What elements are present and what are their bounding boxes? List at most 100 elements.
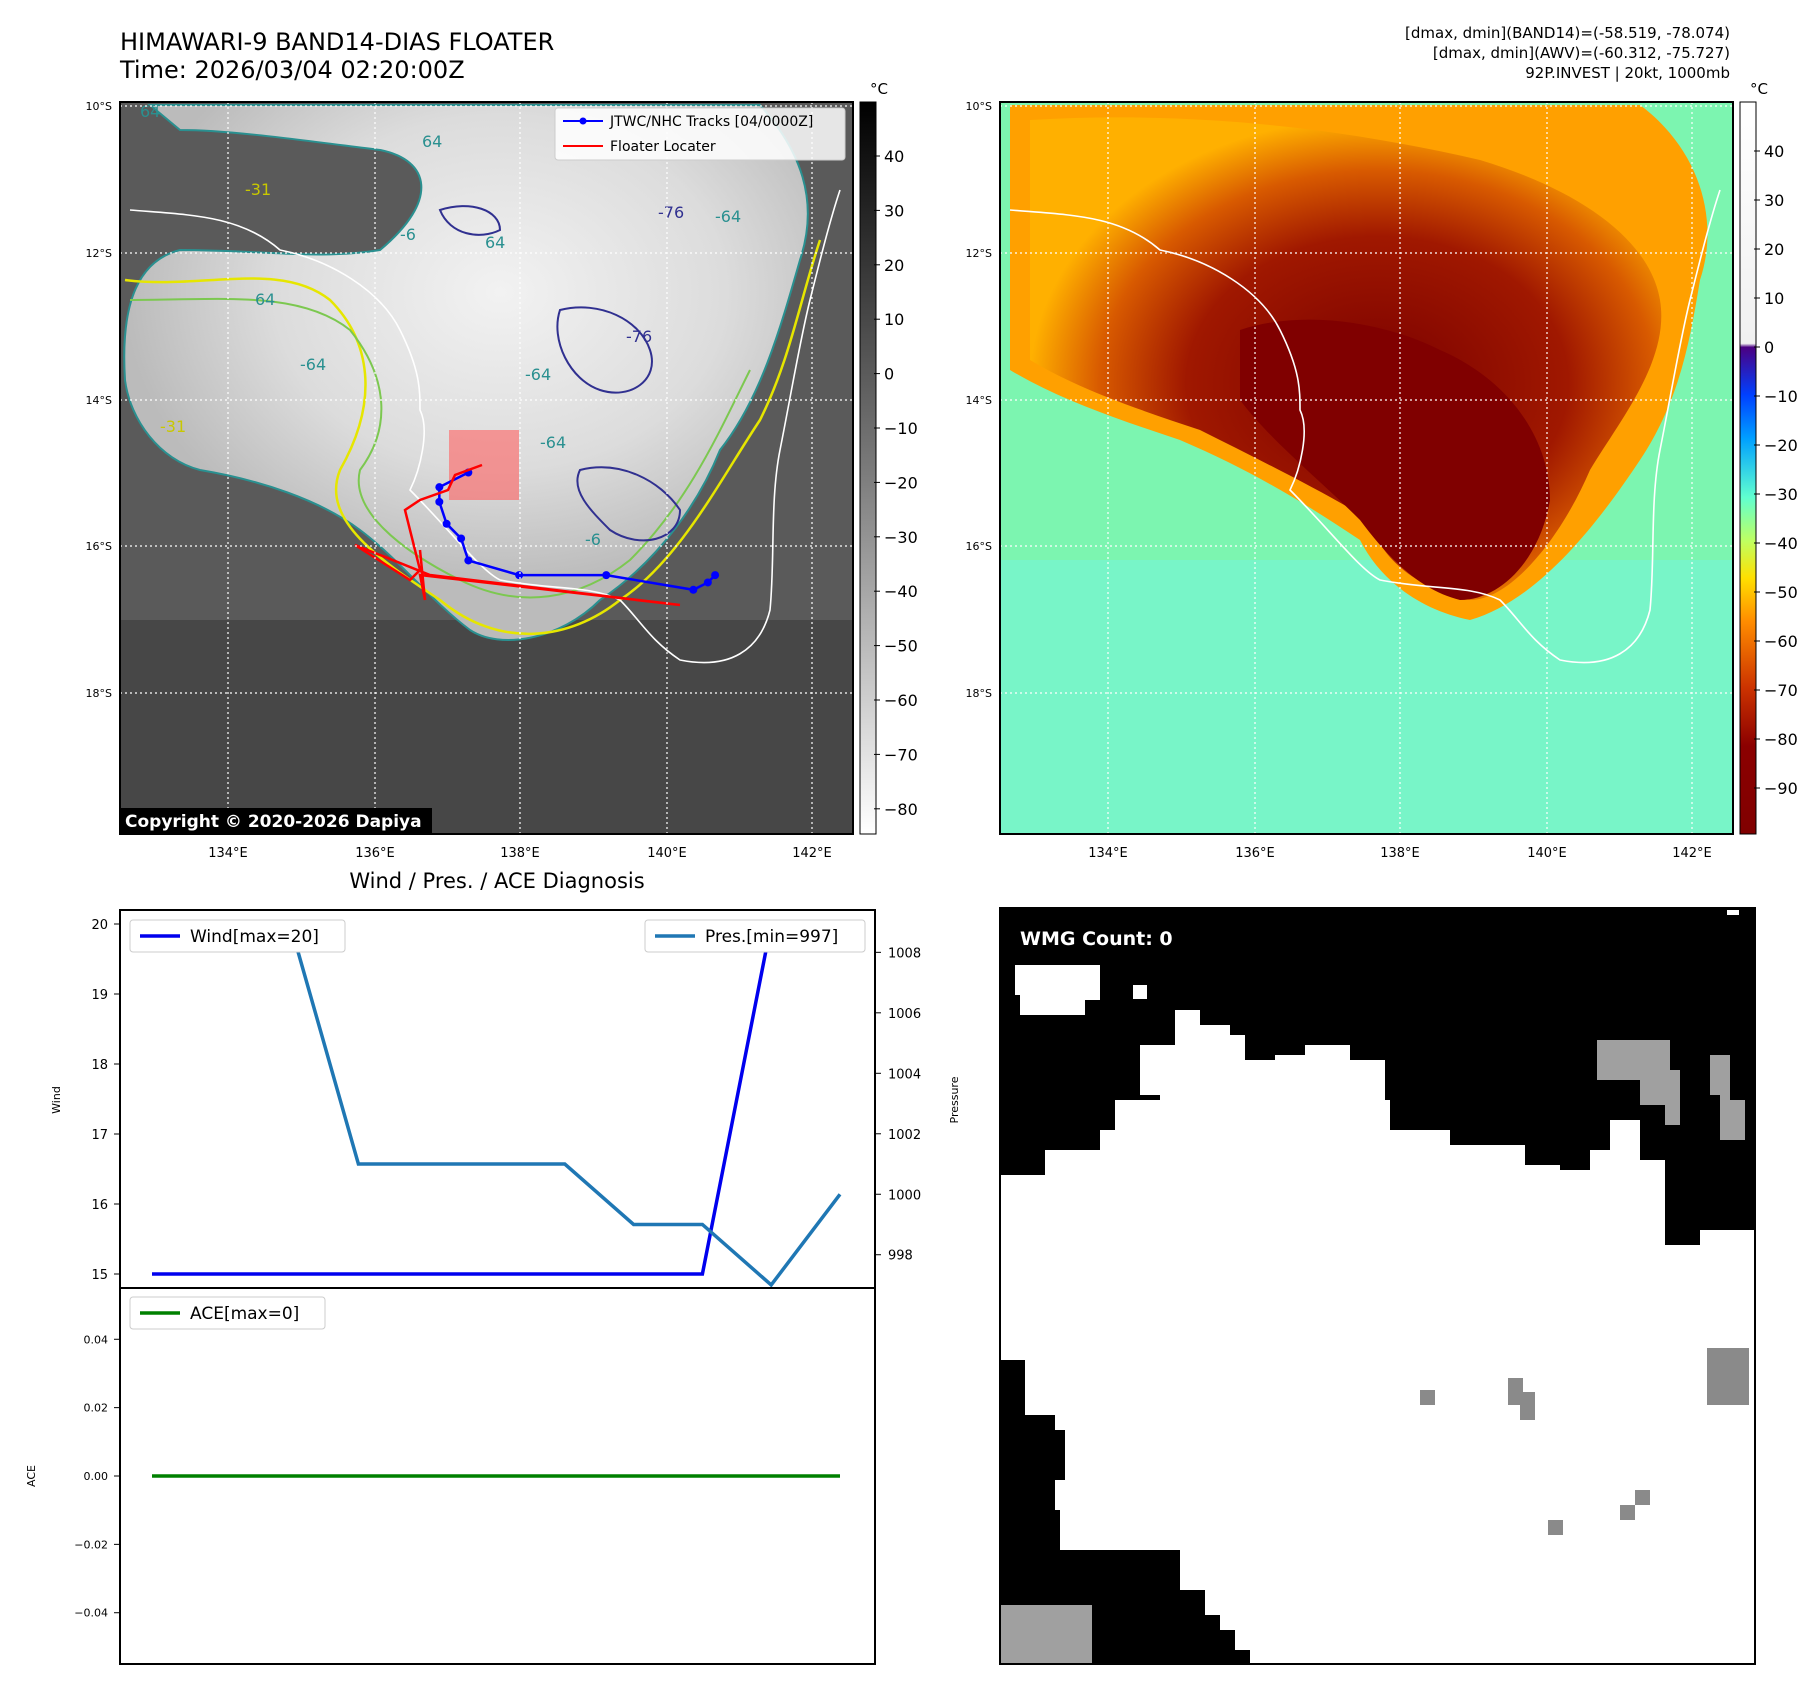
- colorbar-color-tick-label: −10: [1764, 387, 1798, 406]
- wmg-white-dot: [1133, 985, 1147, 999]
- title-line2: Time: 2026/03/04 02:20:00Z: [119, 56, 465, 84]
- wmg-count-label: WMG Count: 0: [1020, 928, 1173, 950]
- wmg-black-southwest: [1000, 1360, 1250, 1664]
- colorbar-color-unit: °C: [1750, 80, 1768, 98]
- wind-y-tick-label: 19: [91, 988, 108, 1003]
- contour-label: 64: [140, 102, 160, 121]
- wmg-gray-pixel: [1707, 1348, 1749, 1405]
- map-b-lon-ticks: 134°E 136°E 138°E 140°E 142°E: [1088, 846, 1712, 861]
- wind-ylabel: Wind: [50, 1086, 63, 1114]
- wmg-mask: WMG Count: 0: [999, 907, 1756, 1665]
- pressure-y-ticks: 1008 1006 1004 1002 1000 998: [875, 946, 921, 1264]
- ace-legend-label: ACE[max=0]: [190, 1304, 299, 1324]
- colorbar-gray-tick-label: −80: [884, 800, 918, 819]
- map-b-gridlines: [1000, 102, 1733, 834]
- ir-enhanced-map: 10°S 12°S 14°S 16°S 18°S 134°E 136°E 138…: [966, 80, 1798, 861]
- track-point: [435, 497, 444, 506]
- copyright-text: Copyright © 2020-2026 Dapiya: [125, 812, 422, 832]
- wmg-gray-ne: [1597, 1040, 1745, 1140]
- contour-label: -31: [245, 180, 271, 199]
- wmg-gray-pixel: [1548, 1520, 1563, 1535]
- lon-tick: 142°E: [1672, 846, 1712, 861]
- colorbar-gray-tick-label: 20: [884, 256, 904, 275]
- wind-y-tick-label: 15: [91, 1268, 108, 1283]
- colorbar-gray-tick-label: 0: [884, 365, 894, 384]
- track-point: [435, 483, 444, 492]
- track-point: [442, 519, 451, 528]
- contour-label: -6: [585, 530, 601, 549]
- contour-label: -64: [525, 365, 551, 384]
- colorbar-color-tick-label: −30: [1764, 485, 1798, 504]
- lat-tick: 18°S: [86, 687, 112, 700]
- contour-label: 64: [255, 290, 275, 309]
- colorbar-gray: [859, 101, 877, 835]
- colorbar-gray-tick-label: −10: [884, 419, 918, 438]
- wmg-gray-pixel: [1635, 1490, 1650, 1505]
- jtwc-track: [435, 468, 720, 594]
- lon-tick: 134°E: [208, 846, 248, 861]
- lat-tick: 16°S: [86, 540, 112, 553]
- pressure-y-tick-label: 1004: [888, 1067, 921, 1082]
- contour-label: -64: [715, 207, 741, 226]
- colorbar-color-tick-label: −40: [1764, 534, 1798, 553]
- map-b-sea-cool: [1000, 560, 1733, 834]
- contour-label: -76: [658, 203, 684, 222]
- pressure-y-tick-label: 1006: [888, 1007, 921, 1022]
- colorbar-color-tick-label: −80: [1764, 730, 1798, 749]
- colorbar-color-tick-label: −20: [1764, 436, 1798, 455]
- map-a-cloud-mass: [123, 104, 809, 641]
- colorbar-gray-tick-label: −70: [884, 745, 918, 764]
- map-a-gridlines: [120, 102, 853, 834]
- map-a-contour-navy: [438, 205, 682, 542]
- info-line1: [dmax, dmin](BAND14)=(-58.519, -78.074): [1405, 24, 1730, 42]
- colorbar-color-tick-label: −60: [1764, 632, 1798, 651]
- pressure-y-tick-label: 1008: [888, 946, 921, 961]
- map-a-contour-yellow: [124, 239, 822, 636]
- wmg-gray-southwest: [1000, 1605, 1092, 1664]
- contour-label: -6: [400, 225, 416, 244]
- lat-tick: 14°S: [86, 394, 112, 407]
- wind-y-tick-label: 17: [91, 1128, 108, 1143]
- contour-label: 64: [485, 233, 505, 252]
- wmg-frame: [999, 907, 1756, 1665]
- colorbar-gray-tick-label: −30: [884, 528, 918, 547]
- contour-label: -64: [540, 433, 566, 452]
- track-point: [703, 578, 712, 587]
- track-point: [689, 585, 698, 594]
- contour-label: -64: [300, 355, 326, 374]
- map-a-lon-ticks: 134°E 136°E 138°E 140°E 142°E: [208, 846, 832, 861]
- map-a-lat-ticks: 10°S 12°S 14°S 16°S 18°S: [86, 100, 112, 700]
- colorbar-color: [1739, 101, 1757, 835]
- colorbar-color-tick-label: 0: [1764, 338, 1774, 357]
- wmg-gray-pixel: [1520, 1392, 1535, 1420]
- lat-tick: 14°S: [966, 394, 992, 407]
- title-line1: HIMAWARI-9 BAND14-DIAS FLOATER: [120, 28, 554, 56]
- colorbar-color-tick-label: 30: [1764, 191, 1784, 210]
- wind-pressure-plot: 20 19 18 17 16 15 1008 1006 1004 1002 1000 998 Win…: [50, 909, 961, 1289]
- copyright-box: [120, 808, 432, 834]
- colorbar-color-tick-label: −70: [1764, 681, 1798, 700]
- lon-tick: 136°E: [1235, 846, 1275, 861]
- ace-plot: 0.04 0.02 0.00 −0.02 −0.04 ACE ACE[max=0]: [25, 1287, 876, 1665]
- track-point: [711, 571, 720, 580]
- wmg-black-north: [1000, 908, 1755, 1245]
- ir-grayscale-map: 64 -31 64 -76 -64 -6 -64 -76 -64 -64 -31…: [86, 80, 918, 861]
- lat-tick: 16°S: [966, 540, 992, 553]
- colorbar-color-ticks: 40 30 20 10 0 −10 −20 −30 −40 −50 −60 −70 −80 −90: [1754, 142, 1798, 798]
- lon-tick: 138°E: [500, 846, 540, 861]
- map-b-frame: [999, 101, 1734, 835]
- wmg-gray-pixel: [1508, 1378, 1523, 1405]
- colorbar-gray-tick-label: 10: [884, 310, 904, 329]
- ace-ylabel: ACE: [25, 1465, 38, 1487]
- map-a-contour-green: [129, 297, 751, 599]
- lat-tick: 18°S: [966, 687, 992, 700]
- map-b-lat-ticks: 10°S 12°S 14°S 16°S 18°S: [966, 100, 992, 700]
- wmg-gray-pixel: [1420, 1390, 1435, 1405]
- ace-y-tick-label: 0.02: [84, 1402, 109, 1415]
- colorbar-gray-tick-label: −50: [884, 637, 918, 656]
- wind-y-tick-label: 18: [91, 1058, 108, 1073]
- track-point: [464, 556, 473, 565]
- colorbar-gray-unit: °C: [870, 80, 888, 98]
- track-point: [515, 571, 524, 580]
